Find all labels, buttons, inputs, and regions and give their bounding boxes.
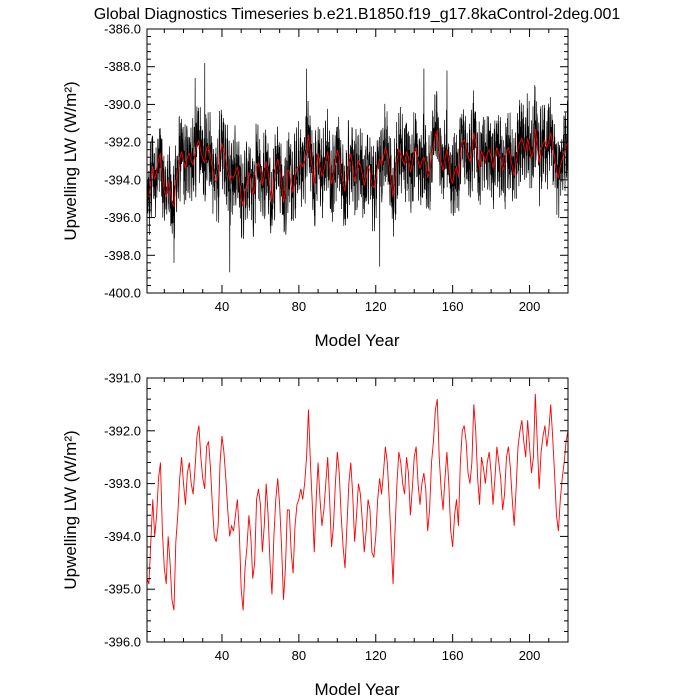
top-monthly-series-line xyxy=(147,62,568,273)
bottom-plot-frame xyxy=(146,377,569,643)
bottom-x-axis-label: Model Year xyxy=(314,680,399,699)
top-x-tick-label: 160 xyxy=(442,299,464,314)
panel-top: -400.0 -398.0 -396.0 -394.0 -392.0 -390.0 -388… xyxy=(61,22,569,350)
bottom-x-tick-label: 160 xyxy=(442,648,464,663)
bottom-y-tick-label: -391.0 xyxy=(104,371,141,386)
bottom-y-tick-label: -394.0 xyxy=(104,529,141,544)
bottom-plot-area: -396.0 -395.0 -394.0 -393.0 -392.0 -391.0 40 80… xyxy=(104,371,569,663)
top-x-tick-label: 200 xyxy=(519,299,541,314)
top-y-tick-label: -400.0 xyxy=(104,286,141,301)
top-y-tick-label: -390.0 xyxy=(104,97,141,112)
top-x-tick-label: 120 xyxy=(365,299,387,314)
top-plot-frame xyxy=(146,28,569,294)
top-plot-area: -400.0 -398.0 -396.0 -394.0 -392.0 -390.0 -388… xyxy=(104,22,569,314)
top-x-tick-label: 80 xyxy=(292,299,306,314)
top-x-tick-label: 40 xyxy=(215,299,229,314)
top-y-tick-label: -392.0 xyxy=(104,135,141,150)
panel-bottom: -396.0 -395.0 -394.0 -393.0 -392.0 -391.0 40 80… xyxy=(61,371,569,699)
top-y-tick-label: -398.0 xyxy=(104,248,141,263)
bottom-x-tick-label: 40 xyxy=(215,648,229,663)
bottom-y-tick-label: -392.0 xyxy=(104,423,141,438)
bottom-x-tick-label: 120 xyxy=(365,648,387,663)
bottom-y-tick-label: -396.0 xyxy=(104,635,141,650)
top-x-axis-label: Model Year xyxy=(314,331,399,350)
bottom-x-tick-label: 200 xyxy=(519,648,541,663)
top-y-axis-label: Upwelling LW (W/m²) xyxy=(61,81,80,240)
bottom-y-tick-label: -393.0 xyxy=(104,476,141,491)
bottom-x-tick-label: 80 xyxy=(292,648,306,663)
top-y-tick-label: -386.0 xyxy=(104,22,141,37)
top-y-tick-label: -388.0 xyxy=(104,59,141,74)
top-y-tick-label: -396.0 xyxy=(104,210,141,225)
top-annual-mean-line xyxy=(147,128,568,208)
bottom-annual-mean-line xyxy=(147,393,568,611)
bottom-y-axis-label: Upwelling LW (W/m²) xyxy=(61,430,80,589)
bottom-y-tick-label: -395.0 xyxy=(104,582,141,597)
chart-title: Global Diagnostics Timeseries b.e21.B185… xyxy=(94,6,621,23)
top-y-tick-label: -394.0 xyxy=(104,172,141,187)
